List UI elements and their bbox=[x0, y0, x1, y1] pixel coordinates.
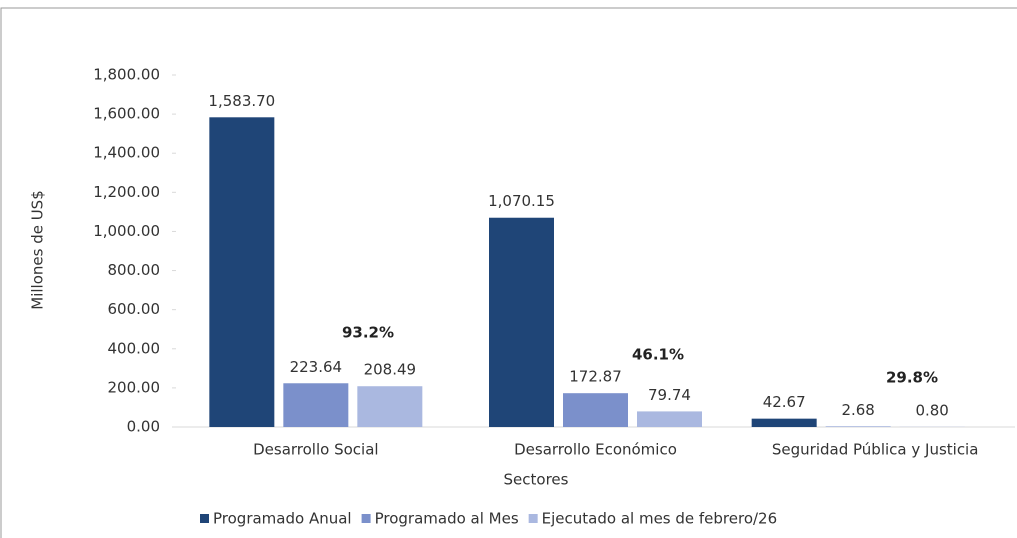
legend-swatch bbox=[361, 514, 371, 523]
value-label: 79.74 bbox=[648, 386, 691, 404]
y-tick-label: 200.00 bbox=[108, 378, 161, 396]
y-tick-label: 800.00 bbox=[108, 261, 161, 279]
y-tick-label: 1,800.00 bbox=[93, 66, 160, 84]
bar bbox=[283, 383, 349, 427]
x-tick-label: Desarrollo Social bbox=[253, 441, 378, 459]
y-tick-label: 0.00 bbox=[127, 418, 160, 436]
annotation: 29.8% bbox=[886, 369, 938, 387]
annotation: 93.2% bbox=[342, 324, 394, 342]
bar bbox=[751, 418, 817, 427]
legend-label: Ejecutado al mes de febrero/26 bbox=[542, 510, 778, 528]
legend-label: Programado al Mes bbox=[375, 510, 519, 528]
bar bbox=[637, 411, 702, 427]
x-tick-label: Seguridad Pública y Justicia bbox=[772, 441, 979, 459]
bar bbox=[489, 217, 554, 427]
value-label: 172.87 bbox=[569, 368, 622, 386]
bar bbox=[357, 386, 423, 427]
value-label: 0.80 bbox=[915, 401, 948, 419]
value-label: 223.64 bbox=[290, 358, 343, 376]
legend-label: Programado Anual bbox=[213, 510, 352, 528]
legend-swatch bbox=[528, 514, 538, 523]
value-label: 2.68 bbox=[841, 401, 874, 419]
value-label: 208.49 bbox=[364, 361, 417, 379]
y-tick-label: 400.00 bbox=[108, 339, 161, 357]
x-tick-label: Desarrollo Económico bbox=[514, 441, 677, 459]
bar bbox=[825, 426, 891, 427]
value-label: 1,070.15 bbox=[488, 192, 555, 210]
y-tick-label: 1,200.00 bbox=[93, 183, 160, 201]
y-tick-label: 600.00 bbox=[108, 300, 161, 318]
legend-swatch bbox=[200, 514, 209, 523]
y-tick-label: 1,400.00 bbox=[93, 144, 160, 162]
annotation: 46.1% bbox=[632, 346, 684, 364]
y-tick-label: 1,600.00 bbox=[93, 105, 160, 123]
value-label: 1,583.70 bbox=[208, 92, 275, 110]
y-axis-label: Millones de US$ bbox=[29, 190, 47, 310]
y-tick-label: 1,000.00 bbox=[93, 222, 160, 240]
bar bbox=[563, 393, 628, 427]
x-axis-label: Sectores bbox=[504, 471, 569, 489]
value-label: 42.67 bbox=[763, 393, 806, 411]
bar bbox=[209, 117, 275, 427]
frame bbox=[0, 7, 1017, 538]
